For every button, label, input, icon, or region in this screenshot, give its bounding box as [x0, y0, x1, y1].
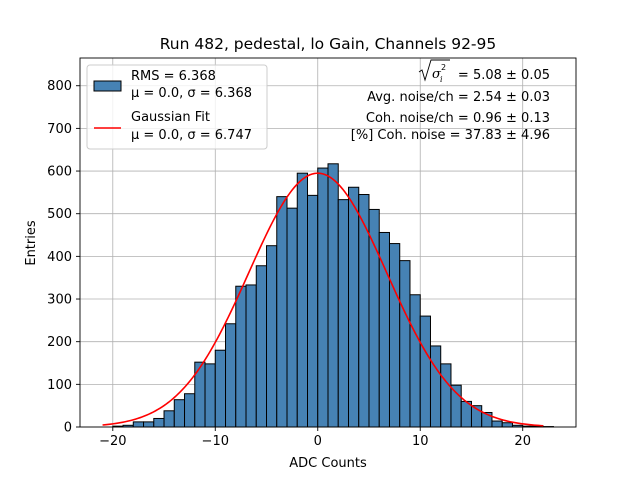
- histogram-bar: [409, 294, 421, 428]
- coh-noise-annotation: Coh. noise/ch = 0.96 ± 0.13: [366, 111, 550, 126]
- histogram-bar: [173, 399, 186, 428]
- avg-noise-annotation: Avg. noise/ch = 2.54 ± 0.03: [367, 90, 550, 105]
- histogram-bar: [378, 231, 390, 428]
- histogram-bar: [450, 384, 462, 428]
- histogram-bar: [491, 420, 503, 428]
- histogram-bar: [419, 315, 431, 428]
- histogram-bar: [296, 172, 309, 428]
- histogram-bar: [245, 284, 257, 428]
- x-axis-ticks: −20 −10 0 10 20: [99, 427, 531, 449]
- x-tick-label: −20: [99, 434, 126, 449]
- histogram-bar: [235, 285, 247, 428]
- x-axis-label: ADC Counts: [289, 456, 367, 471]
- histogram-bar: [347, 186, 360, 428]
- legend: RMS = 6.368 μ = 0.0, σ = 6.368 Gaussian …: [86, 64, 268, 150]
- y-tick-label: 200: [47, 335, 72, 350]
- x-tick-label: 20: [514, 434, 531, 449]
- y-axis-ticks: 0 100 200 300 400 500 600 700 800: [47, 79, 80, 436]
- histogram-bar: [399, 260, 411, 428]
- histogram-bar: [286, 207, 298, 428]
- sigma-total-value: = 5.08 ± 0.05: [458, 68, 550, 83]
- y-tick-label: 500: [47, 207, 72, 222]
- svg-text:2: 2: [441, 63, 446, 72]
- y-tick-label: 800: [47, 79, 72, 94]
- histogram-bar: [368, 208, 380, 428]
- legend-histogram-label: RMS = 6.368: [131, 69, 216, 84]
- histogram-bar: [132, 421, 145, 428]
- legend-fit-label: Gaussian Fit: [131, 110, 210, 125]
- noise-annotations: σ i 2 = 5.08 ± 0.05 Avg. noise/ch = 2.54…: [351, 59, 550, 143]
- chart-title: Run 482, pedestal, lo Gain, Channels 92-…: [160, 35, 497, 53]
- x-tick-label: −10: [202, 434, 229, 449]
- legend-fit-stats: μ = 0.0, σ = 6.747: [131, 128, 252, 143]
- y-axis-label: Entries: [24, 220, 39, 266]
- plot-frame: [79, 57, 577, 428]
- y-tick-label: 700: [47, 122, 72, 137]
- histogram-bar: [214, 349, 227, 428]
- histogram-bar: [337, 199, 349, 428]
- histogram-bar: [153, 417, 165, 428]
- legend-histogram-swatch: [93, 80, 122, 92]
- histogram-bar: [501, 422, 513, 428]
- legend-histogram-stats: μ = 0.0, σ = 6.368: [131, 86, 252, 101]
- y-tick-label: 400: [47, 250, 72, 265]
- sigma-sqrt-symbol: σ i 2: [418, 59, 450, 84]
- y-tick-label: 0: [64, 421, 72, 436]
- histogram-bar: [429, 345, 442, 428]
- svg-text:i: i: [440, 75, 443, 84]
- histogram-bar: [143, 421, 155, 428]
- x-tick-label: 0: [314, 434, 322, 449]
- coh-noise-percent-annotation: [%] Coh. noise = 37.83 ± 4.96: [351, 128, 550, 143]
- legend-box: [86, 64, 268, 150]
- histogram-bars: [112, 163, 554, 428]
- histogram-bar: [307, 194, 319, 428]
- histogram-bar: [388, 243, 401, 428]
- gaussian-fit-line: [102, 172, 544, 427]
- histogram-bar: [204, 363, 216, 428]
- x-tick-label: 10: [412, 434, 429, 449]
- svg-text:σ: σ: [432, 67, 442, 82]
- histogram-bar: [327, 163, 339, 428]
- y-tick-label: 600: [47, 165, 72, 180]
- histogram-bar: [163, 410, 175, 428]
- y-tick-label: 100: [47, 378, 72, 393]
- histogram-bar: [225, 323, 237, 428]
- y-tick-label: 300: [47, 293, 72, 308]
- histogram-bar: [440, 363, 452, 428]
- histogram-bar: [184, 393, 196, 428]
- histogram-bar: [317, 167, 329, 428]
- histogram-bar: [266, 245, 278, 428]
- histogram-bar: [255, 265, 268, 428]
- histogram-bar: [276, 196, 288, 428]
